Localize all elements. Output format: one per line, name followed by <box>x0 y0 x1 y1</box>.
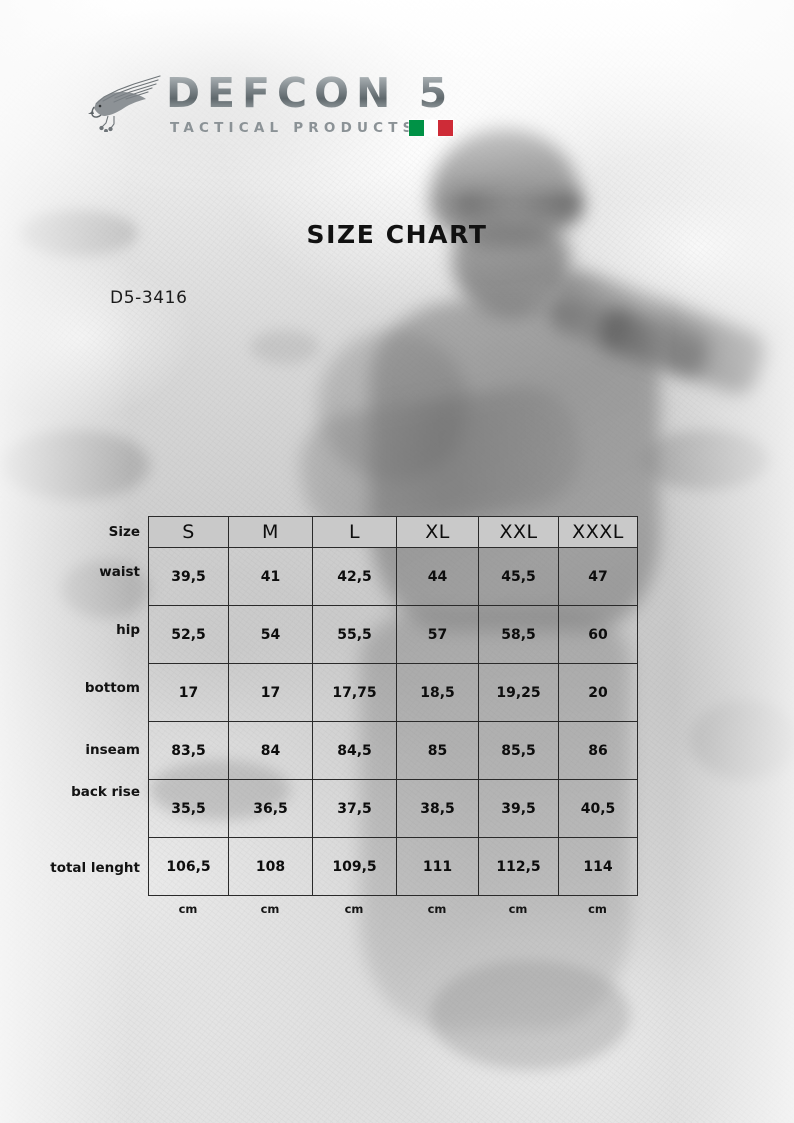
rubble-7 <box>430 960 630 1070</box>
table-header-row: S M L XL XXL XXXL <box>148 516 638 548</box>
units-row: cm cm cm cm cm cm <box>148 902 637 916</box>
cell-hip-s: 52,5 <box>148 605 229 664</box>
table-row: 17 17 17,75 18,5 19,25 20 <box>148 663 638 722</box>
cell-bottom-xxl: 19,25 <box>478 663 559 722</box>
cell-inseam-s: 83,5 <box>148 721 229 780</box>
cell-hip-xl: 57 <box>396 605 479 664</box>
column-header-xl: XL <box>396 516 479 548</box>
column-header-m: M <box>228 516 313 548</box>
vignette-right <box>674 0 794 1123</box>
cell-back-rise-l: 37,5 <box>312 779 397 838</box>
flag-red-band <box>438 120 454 136</box>
cell-hip-l: 55,5 <box>312 605 397 664</box>
vignette-left <box>0 0 130 1123</box>
table-row: 83,5 84 84,5 85 85,5 86 <box>148 721 638 780</box>
cell-inseam-xl: 85 <box>396 721 479 780</box>
unit-xl: cm <box>427 902 447 916</box>
column-header-s: S <box>148 516 229 548</box>
cell-total-lenght-xl: 111 <box>396 837 479 896</box>
unit-m: cm <box>260 902 280 916</box>
cell-bottom-m: 17 <box>228 663 313 722</box>
page-title: SIZE CHART <box>306 220 488 249</box>
cell-waist-m: 41 <box>228 547 313 606</box>
cell-hip-xxxl: 60 <box>558 605 638 664</box>
table-row: 39,5 41 42,5 44 45,5 47 <box>148 547 638 606</box>
cell-total-lenght-m: 108 <box>228 837 313 896</box>
cell-inseam-l: 84,5 <box>312 721 397 780</box>
cell-inseam-xxl: 85,5 <box>478 721 559 780</box>
unit-xxxl: cm <box>588 902 607 916</box>
cell-waist-s: 39,5 <box>148 547 229 606</box>
cell-back-rise-s: 35,5 <box>148 779 229 838</box>
cell-hip-xxl: 58,5 <box>478 605 559 664</box>
row-label-size: Size <box>108 524 140 540</box>
cell-bottom-xxxl: 20 <box>558 663 638 722</box>
cell-inseam-m: 84 <box>228 721 313 780</box>
table-row: 106,5 108 109,5 111 112,5 114 <box>148 837 638 896</box>
cell-bottom-l: 17,75 <box>312 663 397 722</box>
cell-hip-m: 54 <box>228 605 313 664</box>
cell-waist-xl: 44 <box>396 547 479 606</box>
row-label-total-lenght: total lenght <box>50 860 140 876</box>
cell-waist-xxl: 45,5 <box>478 547 559 606</box>
table-row: 35,5 36,5 37,5 38,5 39,5 40,5 <box>148 779 638 838</box>
brand-tagline: TACTICAL PRODUCTS <box>170 120 418 136</box>
cell-back-rise-xxl: 39,5 <box>478 779 559 838</box>
row-label-waist: waist <box>99 564 140 580</box>
column-header-xxl: XXL <box>478 516 559 548</box>
product-code: D5-3416 <box>110 288 188 308</box>
cell-inseam-xxxl: 86 <box>558 721 638 780</box>
cell-back-rise-xl: 38,5 <box>396 779 479 838</box>
cell-bottom-s: 17 <box>148 663 229 722</box>
column-header-l: L <box>312 516 397 548</box>
brand-name: DEFCON 5 <box>166 69 455 117</box>
row-label-bottom: bottom <box>84 680 140 696</box>
size-chart-table: S M L XL XXL XXXL 39,5 41 42,5 44 45,5 4… <box>148 516 638 896</box>
row-label-hip: hip <box>116 622 140 638</box>
cell-back-rise-xxxl: 40,5 <box>558 779 638 838</box>
row-label-inseam: inseam <box>85 742 140 758</box>
row-label-column: Size waist hip bottom inseam back rise t… <box>0 0 140 1123</box>
brand-logo: DEFCON 5 TACTICAL PRODUCTS <box>88 68 468 150</box>
eagle-icon <box>88 70 166 133</box>
flag-green-band <box>409 120 424 136</box>
cell-waist-xxxl: 47 <box>558 547 638 606</box>
cell-total-lenght-l: 109,5 <box>312 837 397 896</box>
size-chart-table-wrap: S M L XL XXL XXXL 39,5 41 42,5 44 45,5 4… <box>148 516 638 896</box>
unit-l: cm <box>344 902 364 916</box>
rubble-8 <box>250 330 320 364</box>
column-header-xxxl: XXXL <box>558 516 638 548</box>
cell-bottom-xl: 18,5 <box>396 663 479 722</box>
table-row: 52,5 54 55,5 57 58,5 60 <box>148 605 638 664</box>
cell-total-lenght-xxl: 112,5 <box>478 837 559 896</box>
italian-flag <box>408 119 454 137</box>
flag-white-band <box>423 120 439 136</box>
unit-s: cm <box>178 902 198 916</box>
unit-xxl: cm <box>508 902 528 916</box>
cell-back-rise-m: 36,5 <box>228 779 313 838</box>
cell-total-lenght-s: 106,5 <box>148 837 229 896</box>
row-label-back-rise: back rise <box>71 784 140 800</box>
cell-total-lenght-xxxl: 114 <box>558 837 638 896</box>
cell-waist-l: 42,5 <box>312 547 397 606</box>
